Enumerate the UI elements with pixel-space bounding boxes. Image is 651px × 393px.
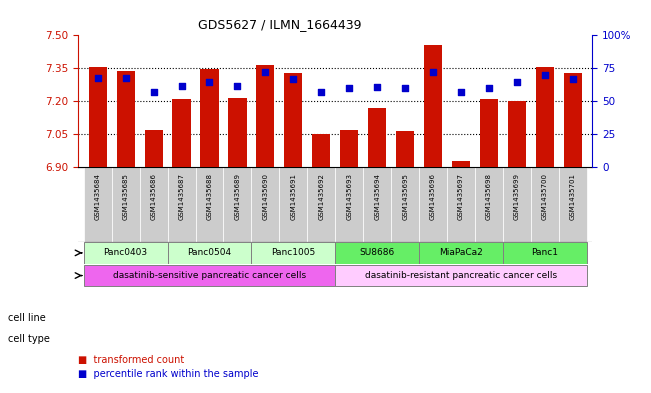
Bar [480, 99, 498, 167]
FancyBboxPatch shape [195, 167, 223, 242]
FancyBboxPatch shape [531, 167, 559, 242]
Text: GSM1435693: GSM1435693 [346, 173, 352, 220]
Point [344, 85, 354, 91]
Bar [173, 99, 191, 167]
FancyBboxPatch shape [447, 167, 475, 242]
Point [176, 83, 187, 89]
Text: Panc1: Panc1 [531, 248, 559, 257]
Bar [229, 98, 247, 167]
Bar [89, 67, 107, 167]
Bar [396, 131, 414, 167]
Bar [508, 101, 526, 167]
Bar [368, 108, 386, 167]
Bar [284, 73, 303, 167]
Point [400, 85, 410, 91]
FancyBboxPatch shape [251, 167, 279, 242]
FancyBboxPatch shape [84, 242, 167, 264]
Text: cell type: cell type [8, 334, 50, 344]
Point [260, 69, 271, 75]
Point [316, 89, 327, 95]
Bar [117, 71, 135, 167]
Text: Panc0504: Panc0504 [187, 248, 232, 257]
Text: ■  transformed count: ■ transformed count [78, 354, 184, 365]
FancyBboxPatch shape [223, 167, 251, 242]
FancyBboxPatch shape [335, 242, 419, 264]
Text: GSM1435684: GSM1435684 [94, 173, 101, 220]
Point [92, 74, 103, 81]
Point [456, 89, 466, 95]
FancyBboxPatch shape [363, 167, 391, 242]
Text: ■  percentile rank within the sample: ■ percentile rank within the sample [78, 369, 258, 379]
FancyBboxPatch shape [307, 167, 335, 242]
FancyBboxPatch shape [112, 167, 139, 242]
Text: GSM1435700: GSM1435700 [542, 173, 548, 220]
Text: GSM1435699: GSM1435699 [514, 173, 520, 220]
Text: dasatinib-resistant pancreatic cancer cells: dasatinib-resistant pancreatic cancer ce… [365, 271, 557, 280]
Text: GSM1435686: GSM1435686 [150, 173, 157, 220]
Text: GSM1435701: GSM1435701 [570, 173, 576, 220]
Point [232, 83, 243, 89]
Text: GDS5627 / ILMN_1664439: GDS5627 / ILMN_1664439 [198, 18, 362, 31]
Text: GSM1435695: GSM1435695 [402, 173, 408, 220]
FancyBboxPatch shape [503, 167, 531, 242]
Text: GSM1435685: GSM1435685 [122, 173, 129, 220]
Bar [312, 134, 330, 167]
FancyBboxPatch shape [335, 264, 587, 286]
Text: GSM1435687: GSM1435687 [178, 173, 184, 220]
Text: Panc0403: Panc0403 [104, 248, 148, 257]
Bar [145, 130, 163, 167]
Point [120, 74, 131, 81]
Point [428, 69, 438, 75]
Bar [564, 73, 582, 167]
FancyBboxPatch shape [167, 242, 251, 264]
Text: dasatinib-sensitive pancreatic cancer cells: dasatinib-sensitive pancreatic cancer ce… [113, 271, 306, 280]
Point [204, 79, 215, 85]
Bar [201, 70, 219, 167]
FancyBboxPatch shape [84, 264, 335, 286]
FancyBboxPatch shape [167, 167, 195, 242]
FancyBboxPatch shape [251, 242, 335, 264]
FancyBboxPatch shape [335, 167, 363, 242]
FancyBboxPatch shape [419, 242, 503, 264]
FancyBboxPatch shape [391, 167, 419, 242]
Text: GSM1435691: GSM1435691 [290, 173, 296, 220]
Text: cell line: cell line [8, 312, 46, 323]
Bar [452, 161, 470, 167]
Point [288, 76, 299, 82]
Text: GSM1435697: GSM1435697 [458, 173, 464, 220]
Point [484, 85, 494, 91]
Text: GSM1435692: GSM1435692 [318, 173, 324, 220]
FancyBboxPatch shape [419, 167, 447, 242]
Text: GSM1435688: GSM1435688 [206, 173, 212, 220]
Text: GSM1435696: GSM1435696 [430, 173, 436, 220]
Point [540, 72, 550, 78]
Point [568, 76, 578, 82]
Text: GSM1435694: GSM1435694 [374, 173, 380, 220]
Text: MiaPaCa2: MiaPaCa2 [439, 248, 483, 257]
Text: GSM1435689: GSM1435689 [234, 173, 240, 220]
FancyBboxPatch shape [475, 167, 503, 242]
Point [372, 84, 382, 90]
FancyBboxPatch shape [503, 242, 587, 264]
Bar [536, 67, 554, 167]
Point [512, 79, 522, 85]
Text: SU8686: SU8686 [359, 248, 395, 257]
Bar [424, 45, 442, 167]
FancyBboxPatch shape [84, 167, 112, 242]
Bar [256, 65, 275, 167]
Point [148, 89, 159, 95]
FancyBboxPatch shape [279, 167, 307, 242]
Text: GSM1435698: GSM1435698 [486, 173, 492, 220]
Text: GSM1435690: GSM1435690 [262, 173, 268, 220]
FancyBboxPatch shape [139, 167, 167, 242]
FancyBboxPatch shape [559, 167, 587, 242]
Text: Panc1005: Panc1005 [271, 248, 316, 257]
Bar [340, 130, 358, 167]
